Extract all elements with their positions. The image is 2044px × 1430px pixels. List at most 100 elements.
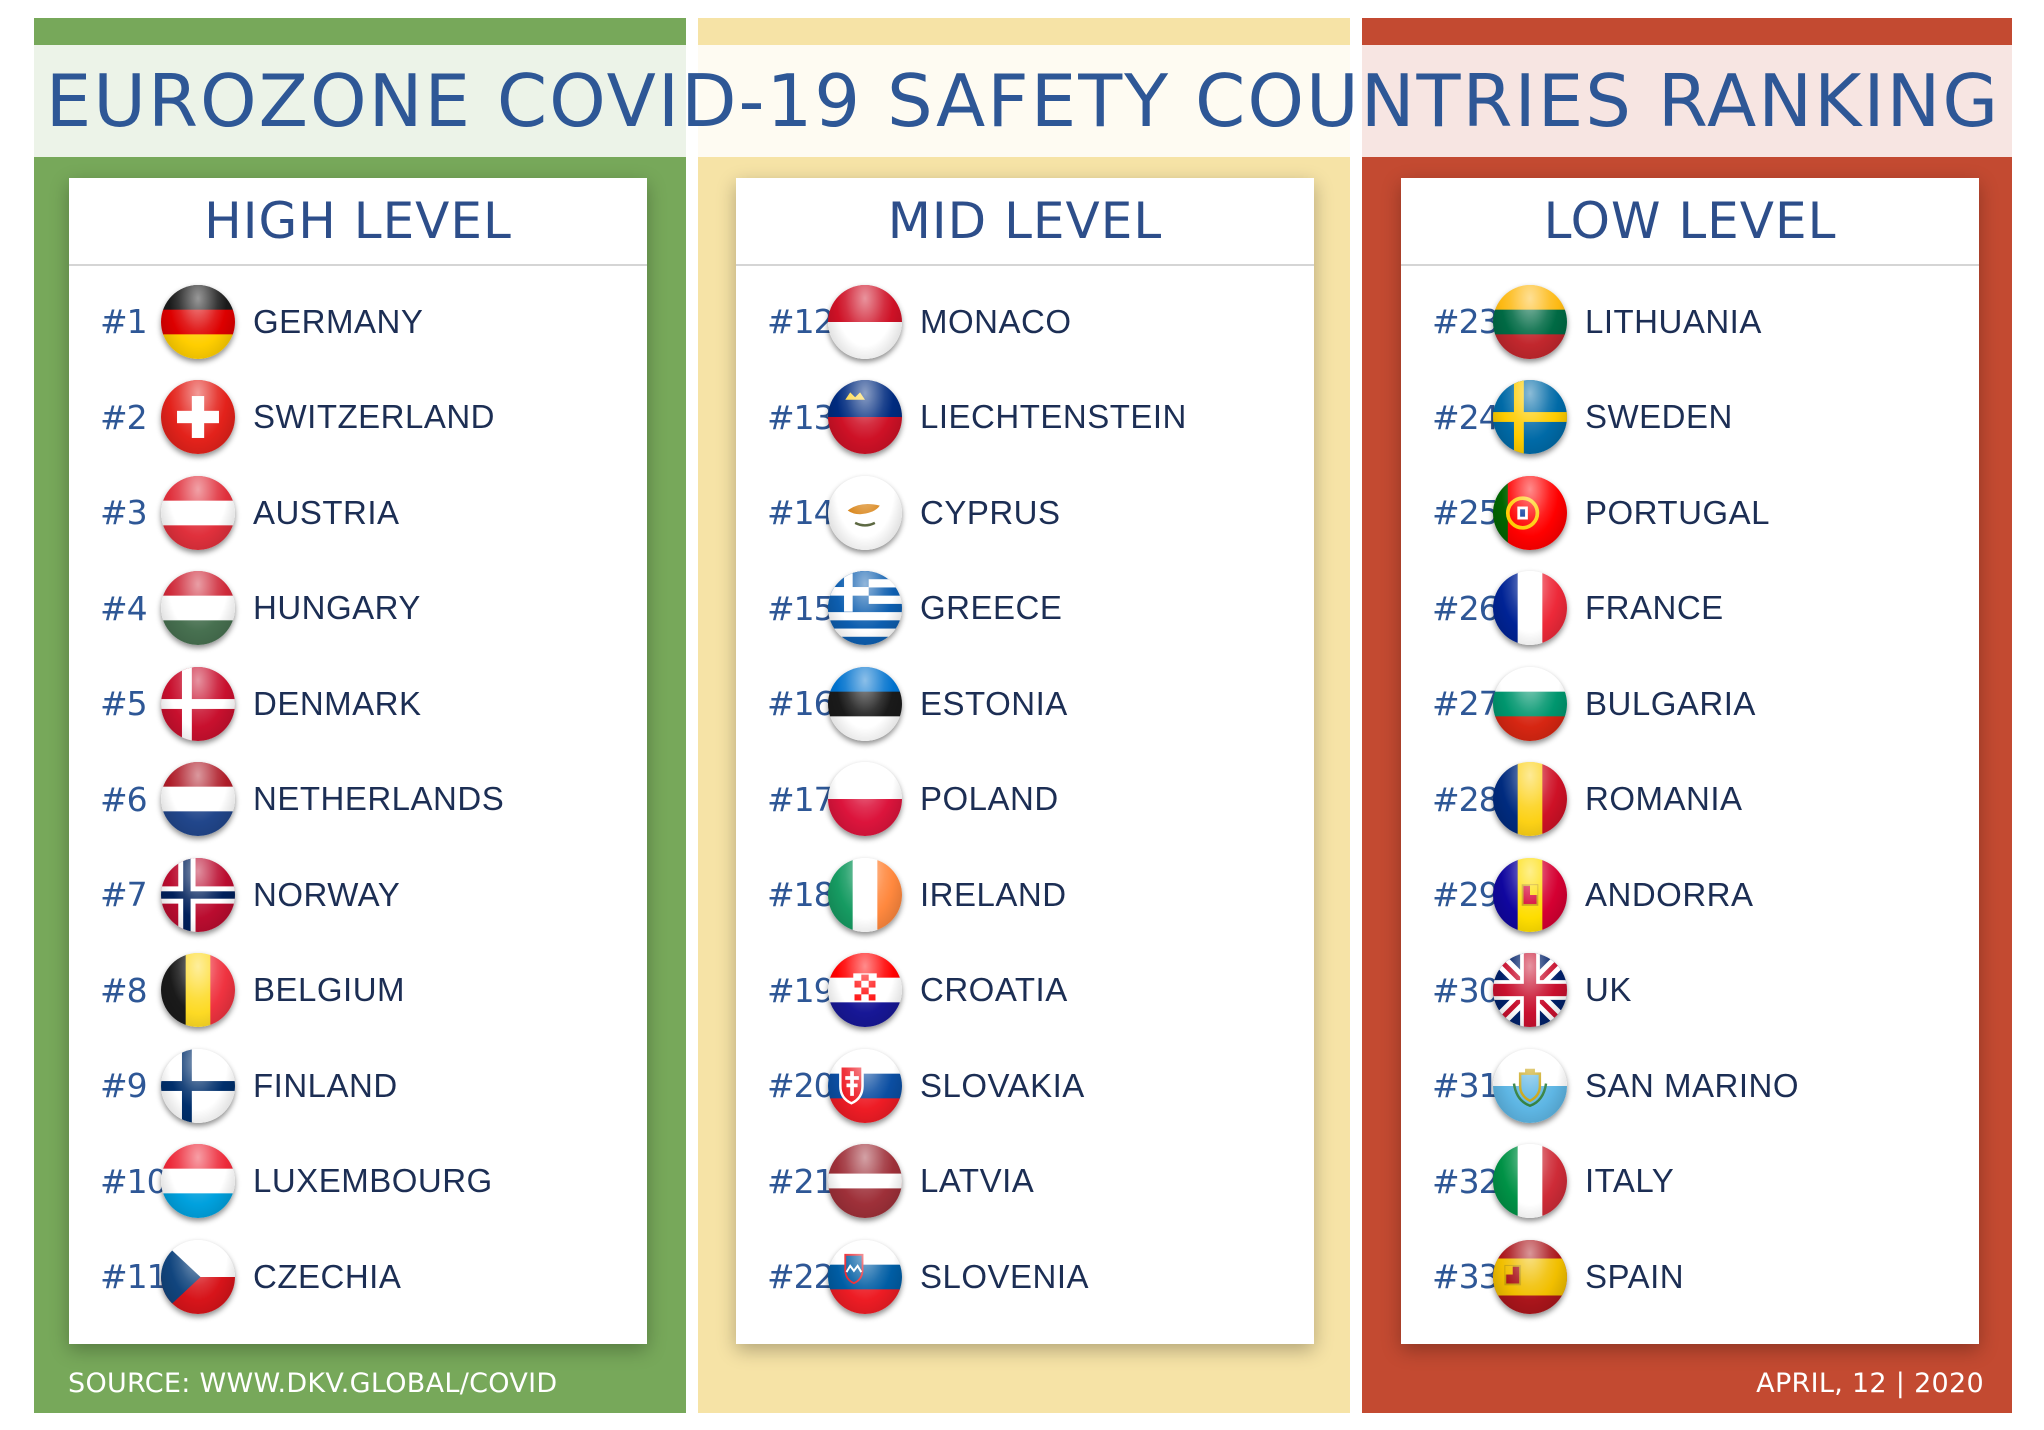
list-item: #29 ANDORRA xyxy=(1401,847,1979,943)
country-name: ESTONIA xyxy=(920,684,1068,722)
estonia-flag-icon xyxy=(828,666,902,741)
list-item: #20 SLOVAKIA xyxy=(736,1038,1314,1134)
rank-label: #24 xyxy=(1432,397,1500,437)
list-item: #23 LITHUANIA xyxy=(1401,274,1979,370)
column-heading: LOW LEVEL xyxy=(1401,178,1979,266)
austria-flag-icon xyxy=(161,475,235,550)
list-item: #18 IRELAND xyxy=(736,847,1314,943)
slovakia-flag-icon xyxy=(828,1048,902,1123)
ranking-list: #12 MONACO #13 LIECHTENSTEIN #14 CYPRUS #15 GRE… xyxy=(736,266,1314,1325)
germany-flag-icon xyxy=(161,284,235,359)
column-heading: HIGH LEVEL xyxy=(69,178,647,266)
rank-label: #5 xyxy=(100,684,148,724)
list-item: #5 DENMARK xyxy=(69,656,647,752)
list-item: #25 PORTUGAL xyxy=(1401,465,1979,561)
country-name: DENMARK xyxy=(253,684,422,722)
san-marino-flag-icon xyxy=(1493,1048,1567,1123)
country-name: POLAND xyxy=(920,780,1059,818)
country-name: PORTUGAL xyxy=(1585,493,1770,531)
rank-label: #18 xyxy=(767,875,835,915)
list-item: #6 NETHERLANDS xyxy=(69,752,647,848)
rank-label: #9 xyxy=(100,1066,148,1106)
country-name: GREECE xyxy=(920,589,1063,627)
list-item: #11 CZECHIA xyxy=(69,1229,647,1325)
country-name: GERMANY xyxy=(253,302,424,340)
rank-label: #21 xyxy=(767,1161,835,1201)
liechtenstein-flag-icon xyxy=(828,380,902,455)
list-item: #10 LUXEMBOURG xyxy=(69,1134,647,1230)
list-item: #8 BELGIUM xyxy=(69,943,647,1039)
list-item: #2 SWITZERLAND xyxy=(69,370,647,466)
rank-label: #8 xyxy=(100,970,148,1010)
rank-label: #7 xyxy=(100,875,148,915)
high-level-card: HIGH LEVEL #1 GERMANY #2 SWITZERLAND #3 AUSTR… xyxy=(69,178,647,1344)
country-name: SWITZERLAND xyxy=(253,398,496,436)
rank-label: #29 xyxy=(1432,875,1500,915)
list-item: #1 GERMANY xyxy=(69,274,647,370)
bulgaria-flag-icon xyxy=(1493,666,1567,741)
poland-flag-icon xyxy=(828,762,902,837)
country-name: MONACO xyxy=(920,302,1072,340)
rank-label: #2 xyxy=(100,397,148,437)
country-name: FINLAND xyxy=(253,1066,398,1104)
hungary-flag-icon xyxy=(161,571,235,646)
country-name: LATVIA xyxy=(920,1162,1035,1200)
sweden-flag-icon xyxy=(1493,380,1567,455)
country-name: SPAIN xyxy=(1585,1257,1685,1295)
country-name: BELGIUM xyxy=(253,971,406,1009)
rank-label: #31 xyxy=(1432,1066,1500,1106)
list-item: #7 NORWAY xyxy=(69,847,647,943)
rank-label: #19 xyxy=(767,970,835,1010)
list-item: #27 BULGARIA xyxy=(1401,656,1979,752)
rank-label: #28 xyxy=(1432,779,1500,819)
list-item: #21 LATVIA xyxy=(736,1134,1314,1230)
rank-label: #15 xyxy=(767,588,835,628)
rank-label: #26 xyxy=(1432,588,1500,628)
romania-flag-icon xyxy=(1493,762,1567,837)
country-name: LITHUANIA xyxy=(1585,302,1762,340)
rank-label: #22 xyxy=(767,1257,835,1297)
country-name: CROATIA xyxy=(920,971,1068,1009)
belgium-flag-icon xyxy=(161,953,235,1028)
czechia-flag-icon xyxy=(161,1239,235,1314)
luxembourg-flag-icon xyxy=(161,1144,235,1219)
rank-label: #6 xyxy=(100,779,148,819)
rank-label: #32 xyxy=(1432,1161,1500,1201)
country-name: NORWAY xyxy=(253,875,401,913)
rank-label: #33 xyxy=(1432,1257,1500,1297)
italy-flag-icon xyxy=(1493,1144,1567,1219)
ranking-list: #23 LITHUANIA #24 SWEDEN #25 PORTUGAL #26 FRANC… xyxy=(1401,266,1979,1325)
latvia-flag-icon xyxy=(828,1144,902,1219)
portugal-flag-icon xyxy=(1493,475,1567,550)
country-name: AUSTRIA xyxy=(253,493,400,531)
country-name: LUXEMBOURG xyxy=(253,1162,493,1200)
page-title: EUROZONE COVID-19 SAFETY COUNTRIES RANKI… xyxy=(45,59,2001,143)
country-name: NETHERLANDS xyxy=(253,780,505,818)
column-heading: MID LEVEL xyxy=(736,178,1314,266)
rank-label: #23 xyxy=(1432,302,1500,342)
uk-flag-icon xyxy=(1493,953,1567,1028)
rank-label: #17 xyxy=(767,779,835,819)
list-item: #14 CYPRUS xyxy=(736,465,1314,561)
country-name: ITALY xyxy=(1585,1162,1675,1200)
country-name: FRANCE xyxy=(1585,589,1724,627)
title-banner: EUROZONE COVID-19 SAFETY COUNTRIES RANKI… xyxy=(34,45,2012,157)
monaco-flag-icon xyxy=(828,284,902,359)
rank-label: #11 xyxy=(100,1257,168,1297)
list-item: #32 ITALY xyxy=(1401,1134,1979,1230)
switzerland-flag-icon xyxy=(161,380,235,455)
country-name: BULGARIA xyxy=(1585,684,1756,722)
list-item: #26 FRANCE xyxy=(1401,561,1979,657)
netherlands-flag-icon xyxy=(161,762,235,837)
rank-label: #4 xyxy=(100,588,148,628)
ranking-list: #1 GERMANY #2 SWITZERLAND #3 AUSTRIA #4 HUNGARY… xyxy=(69,266,647,1325)
list-item: #12 MONACO xyxy=(736,274,1314,370)
norway-flag-icon xyxy=(161,857,235,932)
list-item: #4 HUNGARY xyxy=(69,561,647,657)
cyprus-flag-icon xyxy=(828,475,902,550)
list-item: #15 GREECE xyxy=(736,561,1314,657)
rank-label: #10 xyxy=(100,1161,168,1201)
list-item: #24 SWEDEN xyxy=(1401,370,1979,466)
date-note: APRIL, 12 | 2020 xyxy=(1756,1368,1984,1399)
slovenia-flag-icon xyxy=(828,1239,902,1314)
